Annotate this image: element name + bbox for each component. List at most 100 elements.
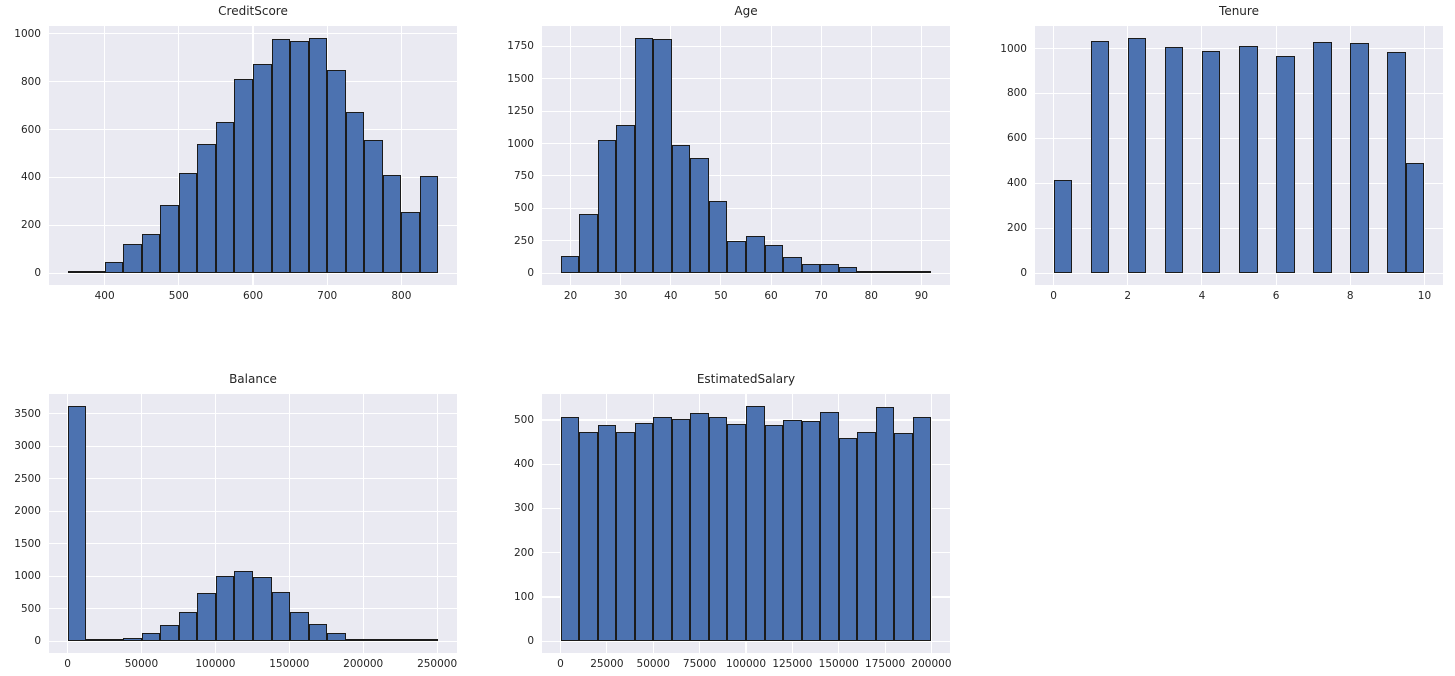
y-tick-label: 300 [513,502,534,515]
x-tick-label: 0 [64,658,71,670]
x-tick-label: 125000 [772,658,813,670]
x-tick-label: 4 [1198,290,1206,302]
gridline-x [652,394,654,653]
gridline-x [820,26,822,285]
x-tick-label: 70 [814,290,828,302]
gridline-x [104,26,106,285]
y-tick-label: 750 [513,169,534,182]
histogram-bar [857,432,876,642]
x-tick-label: 200000 [911,658,952,670]
x-tick-label: 50 [714,290,728,302]
histogram-bar [634,422,654,642]
y-tick-label: 200 [1006,222,1027,235]
histogram-bar [67,405,87,642]
histogram-bar [1313,42,1332,274]
gridline-y [542,272,950,274]
histogram-bar [197,592,216,642]
histogram-bar [197,143,216,274]
x-tick-label: 400 [94,290,115,302]
y-tick-label: 0 [1020,267,1027,280]
gridline-x [770,26,772,285]
gridline-x [252,26,254,285]
plot-area-estimated-salary [542,394,950,653]
histogram-bar [86,271,105,274]
gridline-y [542,78,950,80]
histogram-bar [215,122,235,274]
x-tick-label: 50000 [636,658,670,670]
histogram-bar [838,267,858,274]
histogram-bar [86,639,105,642]
histogram-bar [783,419,802,642]
x-tick-label: 2 [1124,290,1132,302]
gridline-x [214,394,216,653]
y-tick-label: 500 [513,413,534,426]
y-tick-label: 0 [527,635,534,648]
histogram-bar [912,416,932,642]
histogram-bar [820,412,839,642]
histogram-bar [401,639,420,642]
gridline-x [920,26,922,285]
histogram-bar [160,204,179,274]
y-tick-label: 2500 [14,472,41,485]
gridline-x [1052,26,1055,285]
gridline-x [570,26,572,285]
histogram-bar [308,623,328,642]
histogram-bar [1405,163,1425,274]
chart-balance: Balance 0 500 1000 1500 2000 2500 3000 3500 0 500… [14,372,457,670]
gridline-y [49,478,457,480]
histogram-bar [345,111,365,274]
chart-title-balance: Balance [229,372,277,386]
histogram-bar [838,438,858,642]
y-tick-label: 1250 [507,105,534,118]
x-tick-label: 100000 [725,658,767,670]
histogram-bar [616,432,635,642]
plot-area-balance [49,394,457,653]
y-tick-label: 1000 [507,137,534,150]
y-tick-label: 1000 [14,27,41,40]
y-tick-label: 0 [527,267,534,280]
histogram-bar [560,256,580,274]
gridline-x [178,26,180,285]
y-tick-label: 600 [1006,132,1027,145]
histogram-bar [271,38,291,274]
chart-title-credit-score: CreditScore [218,4,288,18]
histogram-bar [653,417,672,642]
y-tick-label: 1000 [1000,42,1027,55]
histogram-bar [690,412,709,642]
y-tick-label: 1500 [14,537,41,550]
gridline-x [400,26,402,285]
x-tick-label: 6 [1272,290,1280,302]
x-tick-label: 0 [557,658,564,670]
gridline-y [542,207,950,209]
histogram-bar [783,257,802,274]
histogram-bar [104,262,124,274]
y-tick-label: 2000 [14,505,41,518]
histogram-bar [141,633,161,642]
histogram-bar [671,145,691,274]
histogram-bar [178,611,198,642]
y-tick-label: 3000 [14,440,41,453]
histogram-bar [634,37,654,274]
x-tick-label: 250000 [417,658,458,670]
histogram-bar [234,79,253,274]
histogram-bar [419,639,439,642]
histogram-bar [801,263,821,274]
histogram-bar [597,139,617,274]
histogram-bar [215,575,235,642]
histogram-bar [364,140,383,274]
histogram-bar [419,176,439,274]
x-tick-label: 8 [1346,290,1354,302]
x-tick-label: 80 [864,290,878,302]
histogram-bar [727,424,746,642]
histogram-bar [671,418,691,642]
histogram-bar [727,240,746,274]
y-tick-label: 500 [20,602,41,615]
histogram-bar [894,271,913,274]
histogram-bar [875,406,895,642]
x-tick-label: 20 [563,290,578,302]
gridline-x [720,26,722,285]
histogram-bar [875,271,895,274]
x-tick-label: 600 [242,290,264,302]
y-tick-label: 400 [513,458,534,471]
